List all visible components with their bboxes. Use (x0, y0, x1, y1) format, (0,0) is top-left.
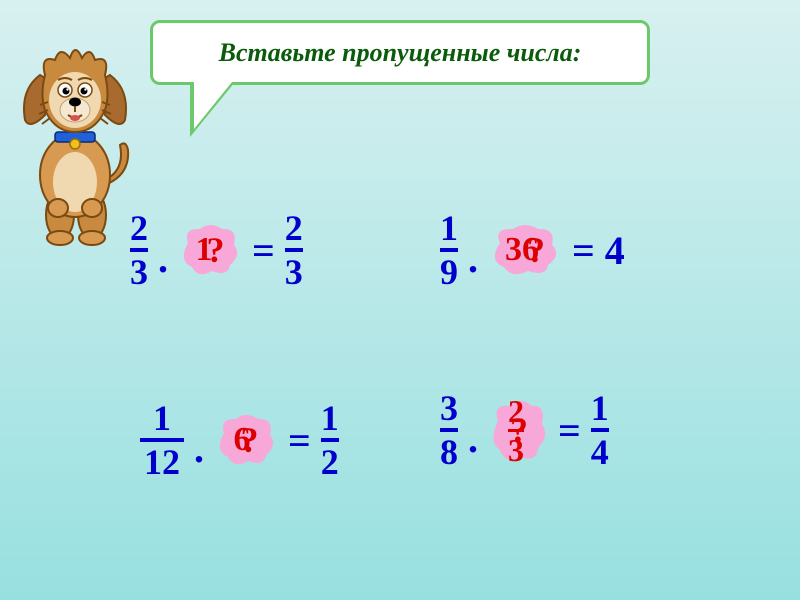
question-mark: ? (207, 229, 225, 271)
equation-3: 1 12 . 6 ? = 1 2 (140, 400, 339, 480)
dog-character (10, 40, 140, 255)
equals-sign: = (558, 407, 581, 454)
fraction-right: 2 3 (285, 210, 303, 290)
equation-4: 3 8 . 2 3 ? = 1 4 (440, 390, 609, 470)
question-mark: ? (527, 229, 545, 271)
multiply-dot: . (194, 425, 204, 472)
answer-blob: 6 ? (214, 413, 278, 467)
fraction-left: 2 3 (130, 210, 148, 290)
title-text: Вставьте пропущенные числа: (219, 38, 582, 68)
equation-1: 2 3 . 1 ? = 2 3 (130, 210, 303, 290)
fraction-left: 1 12 (140, 400, 184, 480)
fraction-right: 1 2 (321, 400, 339, 480)
equals-sign: = (288, 417, 311, 464)
fraction-left: 1 9 (440, 210, 458, 290)
answer-blob: 1 ? (178, 223, 242, 277)
fraction-left: 3 8 (440, 390, 458, 470)
multiply-dot: . (468, 235, 478, 282)
multiply-dot: . (468, 415, 478, 462)
equals-sign: = (572, 227, 595, 274)
answer-blob: 36 ? (488, 223, 562, 277)
speech-bubble-tail (190, 82, 235, 137)
title-box: Вставьте пропущенные числа: (150, 20, 650, 85)
answer-blob: 2 3 ? (488, 390, 548, 470)
equals-sign: = (252, 227, 275, 274)
question-mark: ? (241, 419, 259, 461)
fraction-right: 1 4 (591, 390, 609, 470)
question-mark: ? (510, 409, 528, 451)
equation-2: 1 9 . 36 ? = 4 (440, 210, 625, 290)
multiply-dot: . (158, 235, 168, 282)
result-whole: 4 (605, 227, 625, 274)
